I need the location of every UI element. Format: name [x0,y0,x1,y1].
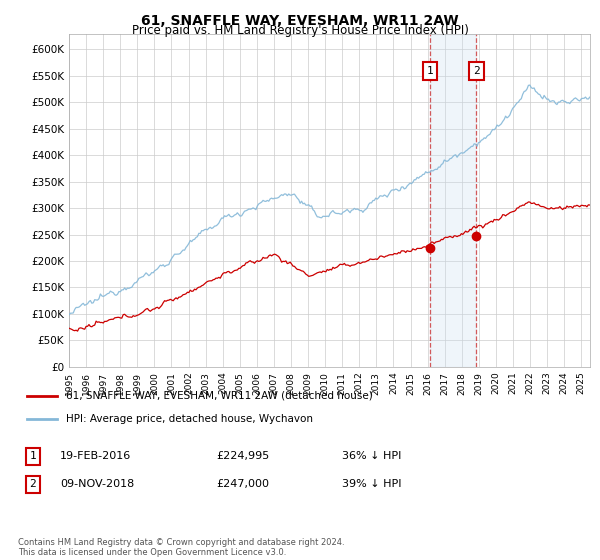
Text: 2: 2 [473,66,480,76]
Text: £247,000: £247,000 [216,479,269,489]
Text: 61, SNAFFLE WAY, EVESHAM, WR11 2AW: 61, SNAFFLE WAY, EVESHAM, WR11 2AW [141,14,459,28]
Text: 09-NOV-2018: 09-NOV-2018 [60,479,134,489]
Text: 39% ↓ HPI: 39% ↓ HPI [342,479,401,489]
Bar [430,34,476,367]
Text: 19-FEB-2016: 19-FEB-2016 [60,451,131,461]
Text: 61, SNAFFLE WAY, EVESHAM, WR11 2AW (detached house): 61, SNAFFLE WAY, EVESHAM, WR11 2AW (deta… [65,391,372,401]
Text: £224,995: £224,995 [216,451,269,461]
Text: HPI: Average price, detached house, Wychavon: HPI: Average price, detached house, Wych… [65,414,313,424]
Text: Contains HM Land Registry data © Crown copyright and database right 2024.
This d: Contains HM Land Registry data © Crown c… [18,538,344,557]
Text: 36% ↓ HPI: 36% ↓ HPI [342,451,401,461]
Text: Price paid vs. HM Land Registry's House Price Index (HPI): Price paid vs. HM Land Registry's House … [131,24,469,37]
Text: 1: 1 [427,66,433,76]
Text: 1: 1 [29,451,37,461]
Text: 2: 2 [29,479,37,489]
